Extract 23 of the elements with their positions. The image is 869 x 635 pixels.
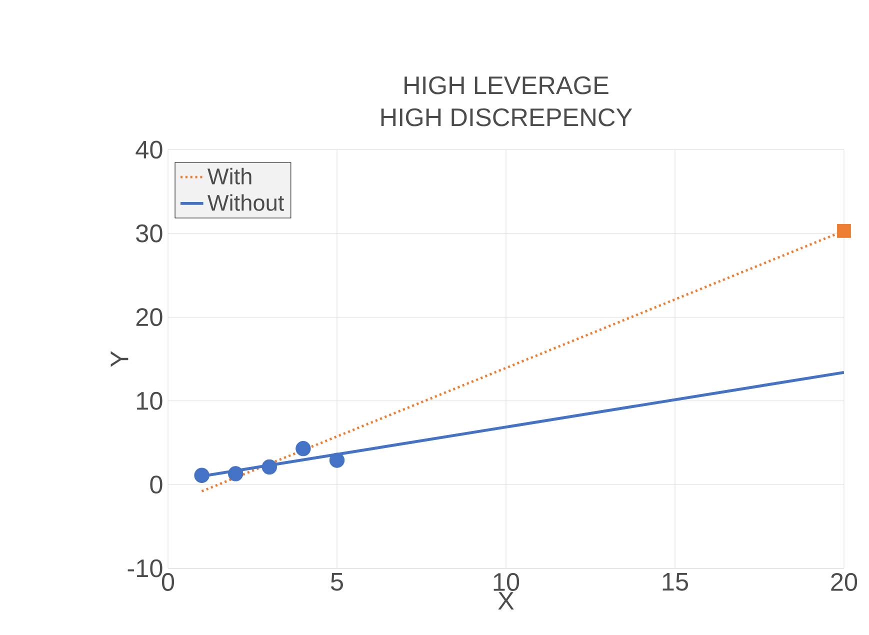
y-tick-label: 40: [136, 140, 162, 159]
x-tick-label: 15: [662, 573, 688, 591]
x-tick-label: 10: [494, 573, 520, 591]
y-axis-title: Y: [110, 351, 128, 367]
x-axis-title: X: [498, 592, 514, 610]
point: [262, 459, 278, 475]
y-tick-label: 0: [150, 476, 162, 494]
point: [228, 466, 244, 482]
y-tick-label: 30: [136, 224, 162, 242]
y-tick-label: -10: [128, 559, 162, 578]
legend-label: With: [207, 168, 252, 184]
point: [194, 468, 210, 483]
y-tick-label: 20: [136, 308, 162, 326]
x-tick-label: 5: [330, 573, 343, 591]
point: [296, 440, 311, 456]
legend-label: Without: [207, 194, 284, 211]
point: [837, 224, 851, 238]
x-tick-label: 0: [162, 573, 174, 591]
chart-title: HIGH LEVERAGE: [404, 76, 608, 94]
x-tick-label: 20: [831, 573, 858, 591]
chart-subtitle: HIGH DISCREPENCY: [381, 108, 632, 126]
y-tick-label: 10: [137, 392, 162, 410]
point: [329, 452, 345, 468]
